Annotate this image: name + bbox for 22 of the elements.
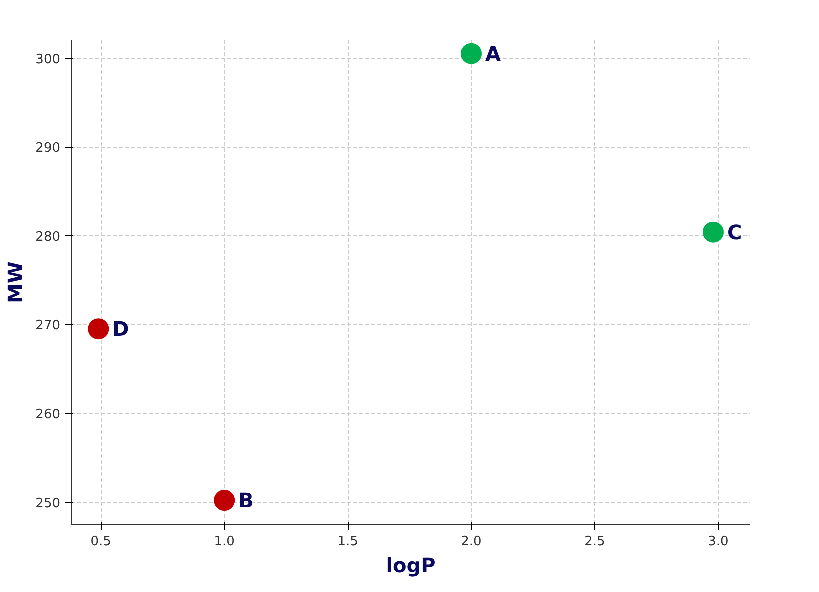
point [702, 222, 724, 243]
x-tick-label: 2.0 [461, 534, 482, 550]
annotation: B [238, 488, 254, 513]
y-tick-label: 270 [36, 318, 61, 334]
y-tick-label: 300 [36, 52, 61, 68]
y-tick-label: 290 [36, 141, 61, 156]
point [214, 490, 236, 511]
annotation: A [485, 42, 502, 66]
x-axis-title: logP [386, 554, 436, 578]
y-tick-label: 250 [36, 496, 61, 512]
x-tick-label: 1.0 [214, 534, 235, 550]
annotation: D [112, 317, 130, 342]
annotation: C [727, 220, 742, 244]
y-axis-title: MW [4, 262, 28, 304]
x-tick-label: 1.5 [338, 534, 358, 550]
y-tick-label: 280 [36, 230, 61, 245]
x-tick-label: 3.0 [708, 534, 729, 550]
x-tick-label: 0.5 [90, 534, 112, 550]
x-tick-label: 2.5 [584, 534, 606, 550]
y-tick-label: 260 [36, 407, 61, 422]
point [460, 43, 482, 64]
point [88, 318, 110, 340]
